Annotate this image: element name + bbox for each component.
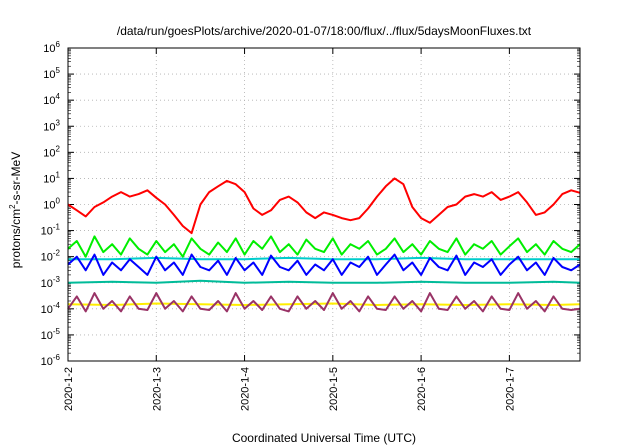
chart-title: /data/run/goesPlots/archive/2020-01-07/1… [117, 24, 532, 38]
y-tick-exponent: -6 [53, 353, 61, 362]
plot-frame [67, 47, 581, 362]
x-tick-label: 2020-1-4 [240, 367, 252, 411]
y-tick-base: 10 [43, 147, 55, 159]
y-tick-base: 10 [43, 121, 55, 133]
x-tick-label: 2020-1-7 [504, 367, 516, 411]
y-tick-label: 10-4 [41, 301, 61, 316]
series-line-5 [67, 302, 581, 306]
series-line-3 [67, 253, 581, 276]
y-axis-label-pre: protons/cm [9, 209, 23, 268]
y-tick-labels: 10-610-510-410-310-210-11001011021031041… [41, 40, 61, 368]
y-tick-label: 106 [43, 40, 60, 55]
y-tick-base: 10 [43, 200, 55, 212]
y-tick-exponent: -1 [53, 223, 61, 232]
y-tick-base: 10 [41, 226, 53, 238]
series-line-4 [67, 279, 581, 284]
series-line-1 [67, 235, 581, 258]
y-tick-label: 102 [43, 144, 60, 159]
y-tick-label: 10-3 [41, 275, 61, 290]
y-tick-exponent: 1 [56, 170, 61, 179]
y-tick-exponent: 4 [56, 92, 61, 101]
series-line-2 [68, 256, 580, 261]
x-tick-label: 2020-1-5 [328, 367, 340, 411]
y-tick-base: 10 [43, 69, 55, 81]
y-tick-exponent: 3 [56, 118, 61, 127]
y-tick-label: 10-1 [41, 223, 61, 238]
y-tick-base: 10 [43, 173, 55, 185]
y-tick-exponent: -2 [53, 249, 61, 258]
series-line-0 [67, 177, 581, 235]
y-tick-exponent: -3 [53, 275, 61, 284]
y-tick-exponent: 2 [56, 144, 61, 153]
y-tick-exponent: 5 [56, 66, 61, 75]
y-tick-label: 101 [43, 170, 60, 185]
x-axis-label: Coordinated Universal Time (UTC) [232, 431, 416, 445]
x-tick-label: 2020-1-2 [63, 367, 75, 411]
y-axis-label-post: -s-sr-MeV [9, 152, 23, 205]
y-tick-base: 10 [41, 252, 53, 264]
x-tick-labels: 2020-1-2 2020-1-3 2020-1-4 2020-1-5 2020-1-6… [63, 367, 516, 411]
y-tick-base: 10 [43, 43, 55, 55]
x-tick-label: 2020-1-6 [416, 367, 428, 411]
y-tick-label: 105 [43, 66, 60, 81]
series-line-6 [67, 292, 581, 313]
y-tick-label: 104 [43, 92, 60, 107]
y-axis-label-sup: 2 [8, 204, 17, 209]
y-tick-exponent: 0 [56, 197, 61, 206]
y-tick-exponent: 6 [56, 40, 61, 49]
y-tick-label: 100 [43, 197, 60, 212]
y-tick-base: 10 [43, 95, 55, 107]
y-axis-label: protons/cm2-s-sr-MeV [8, 152, 23, 268]
grid-lines [67, 47, 580, 362]
y-tick-exponent: -5 [53, 327, 61, 336]
series-layer [67, 177, 581, 313]
y-tick-label: 10-6 [41, 353, 61, 368]
x-tick-label: 2020-1-3 [151, 367, 163, 411]
y-tick-label: 10-2 [41, 249, 61, 264]
y-tick-base: 10 [41, 330, 53, 342]
y-tick-exponent: -4 [53, 301, 61, 310]
y-tick-label: 103 [43, 118, 60, 133]
y-tick-label: 10-5 [41, 327, 61, 342]
y-tick-base: 10 [41, 304, 53, 316]
y-tick-base: 10 [41, 278, 53, 290]
y-tick-base: 10 [41, 356, 53, 368]
